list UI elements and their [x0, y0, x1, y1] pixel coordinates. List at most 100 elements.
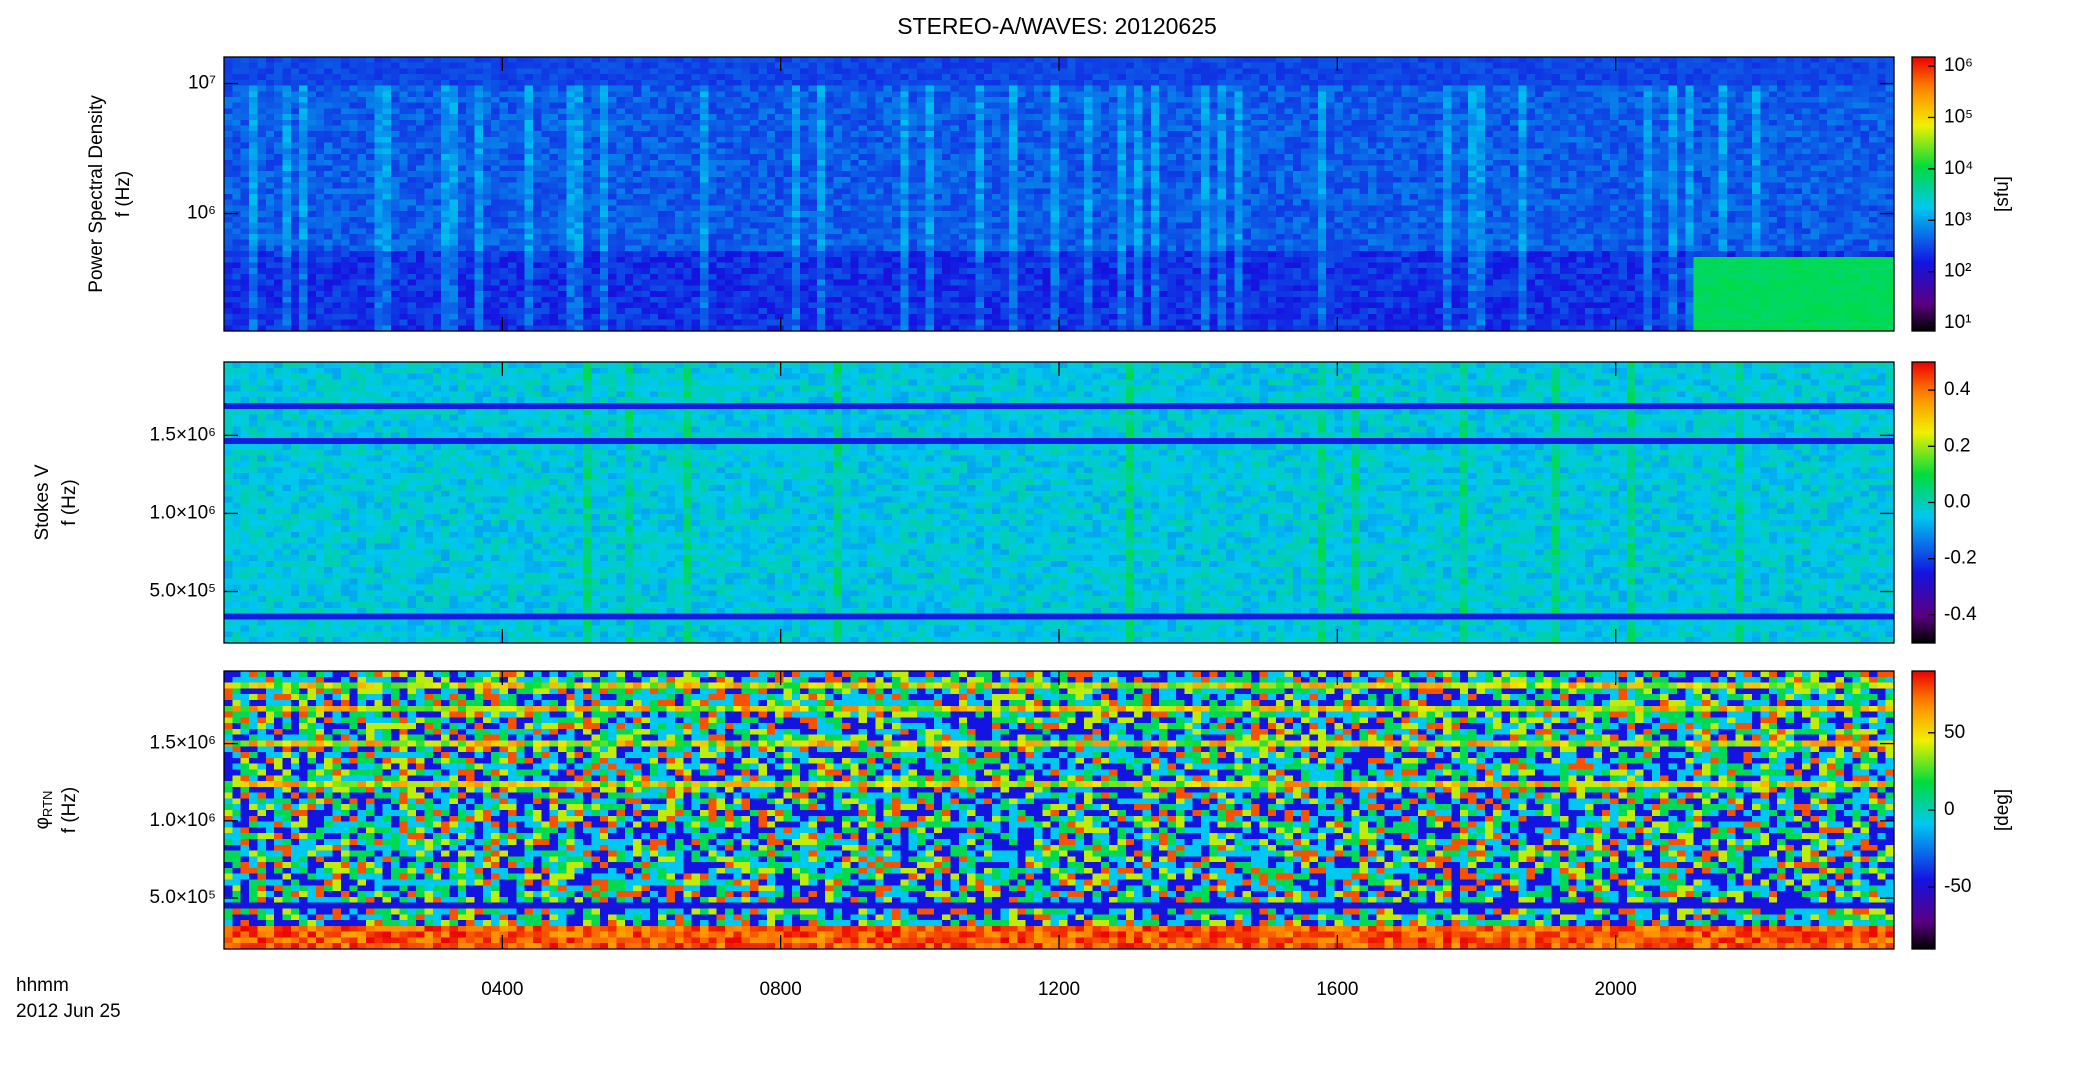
spectrogram-cell	[1351, 102, 1361, 109]
spectrogram-cell	[1351, 68, 1361, 75]
spectrogram-cell	[332, 125, 342, 132]
spectrogram-cell	[1676, 68, 1686, 75]
spectrogram-cell	[482, 79, 492, 87]
spectrogram-cell	[992, 165, 1002, 172]
spectrogram-cell	[1443, 182, 1453, 189]
spectrogram-cell	[482, 194, 492, 201]
spectrogram-cell	[791, 85, 801, 92]
spectrogram-cell	[1100, 131, 1110, 138]
spectrogram-cell	[1418, 96, 1427, 104]
spectrogram-cell	[1017, 68, 1027, 75]
spectrogram-cell	[1685, 68, 1695, 75]
spectrogram-cell	[649, 102, 659, 109]
spectrogram-cell	[758, 96, 768, 104]
spectrogram-cell	[457, 57, 467, 64]
spectrogram-cell	[1259, 68, 1269, 75]
spectrogram-cell	[750, 91, 759, 98]
spectrogram-cell	[1109, 85, 1119, 92]
spectrogram-cell	[1125, 68, 1135, 75]
spectrogram-cell	[1301, 79, 1311, 87]
spectrogram-cell	[1359, 148, 1369, 155]
spectrogram-cell	[674, 159, 684, 167]
spectrogram-cell	[1326, 96, 1336, 104]
spectrogram-cell	[1468, 171, 1478, 178]
spectrogram-cell	[1351, 119, 1361, 127]
spectrogram-cell	[1768, 125, 1778, 132]
spectrogram-cell	[825, 194, 835, 201]
spectrogram-cell	[649, 114, 659, 121]
spectrogram-cell	[1209, 85, 1219, 92]
spectrogram-cell	[983, 119, 993, 127]
spectrogram-cell	[1276, 171, 1286, 178]
spectrogram-cell	[658, 96, 668, 104]
spectrogram-cell	[725, 57, 734, 64]
spectrogram-cell	[1852, 114, 1862, 121]
spectrogram-cell	[1342, 159, 1352, 167]
spectrogram-cell	[583, 62, 592, 70]
spectrogram-cell	[775, 154, 785, 161]
spectrogram-cell	[1468, 136, 1478, 144]
spectrogram-cell	[1351, 182, 1361, 189]
spectrogram-cell	[224, 125, 233, 132]
spectrogram-cell	[224, 154, 233, 161]
spectrogram-cell	[1084, 79, 1093, 87]
spectrogram-cell	[1484, 91, 1494, 98]
spectrogram-cell	[1175, 136, 1185, 144]
spectrogram-cell	[958, 102, 968, 109]
spectrogram-cell	[391, 62, 400, 70]
spectrogram-cell	[1885, 108, 1895, 115]
spectrogram-cell	[1084, 131, 1093, 138]
spectrogram-cell	[925, 68, 935, 75]
spectrogram-cell	[249, 74, 258, 81]
spectrogram-cell	[583, 182, 592, 189]
spectrogram-cell	[566, 171, 576, 178]
spectrogram-cell	[357, 119, 367, 127]
spectrogram-cell	[1701, 171, 1711, 178]
spectrogram-cell	[1134, 114, 1144, 121]
spectrogram-cell	[499, 194, 509, 201]
spectrogram-cell	[1142, 91, 1152, 98]
spectrogram-cell	[541, 154, 551, 161]
spectrogram-cell	[307, 74, 317, 81]
spectrogram-cell	[441, 148, 451, 155]
spectrogram-cell	[374, 136, 384, 144]
spectrogram-cell	[875, 131, 885, 138]
spectrogram-cell	[1301, 85, 1311, 92]
spectrogram-cell	[357, 148, 367, 155]
spectrogram-cell	[1092, 148, 1102, 155]
spectrogram-cell	[1459, 114, 1469, 121]
spectrogram-cell	[1418, 125, 1427, 132]
spectrogram-cell	[524, 148, 534, 155]
spectrogram-cell	[1802, 108, 1812, 115]
spectrogram-cell	[1610, 125, 1620, 132]
spectrogram-cell	[1743, 136, 1753, 144]
spectrogram-cell	[1376, 68, 1386, 75]
spectrogram-cell	[933, 148, 943, 155]
spectrogram-cell	[808, 136, 818, 144]
spectrogram-cell	[265, 108, 275, 115]
spectrogram-cell	[892, 108, 901, 115]
spectrogram-cell	[858, 62, 868, 70]
spectrogram-cell	[1226, 79, 1235, 87]
spectrogram-cell	[933, 194, 943, 201]
spectrogram-cell	[1175, 194, 1185, 201]
spectrogram-cell	[1426, 194, 1436, 201]
spectrogram-cell	[816, 102, 826, 109]
spectrogram-cell	[1693, 85, 1703, 92]
spectrogram-cell	[850, 57, 860, 64]
spectrogram-cell	[1059, 57, 1068, 64]
spectrogram-cell	[866, 182, 876, 189]
spectrogram-cell	[1443, 114, 1453, 121]
spectrogram-cell	[699, 96, 709, 104]
spectrogram-cell	[649, 188, 659, 195]
spectrogram-cell	[574, 119, 584, 127]
spectrogram-cell	[265, 96, 275, 104]
spectrogram-cell	[1585, 188, 1594, 195]
spectrogram-cell	[1342, 74, 1352, 81]
spectrogram-cell	[599, 159, 609, 167]
spectrogram-cell	[1033, 171, 1043, 178]
spectrogram-cell	[1117, 159, 1127, 167]
spectrogram-cell	[1476, 114, 1486, 121]
spectrogram-cell	[1701, 136, 1711, 144]
spectrogram-cell	[599, 125, 609, 132]
